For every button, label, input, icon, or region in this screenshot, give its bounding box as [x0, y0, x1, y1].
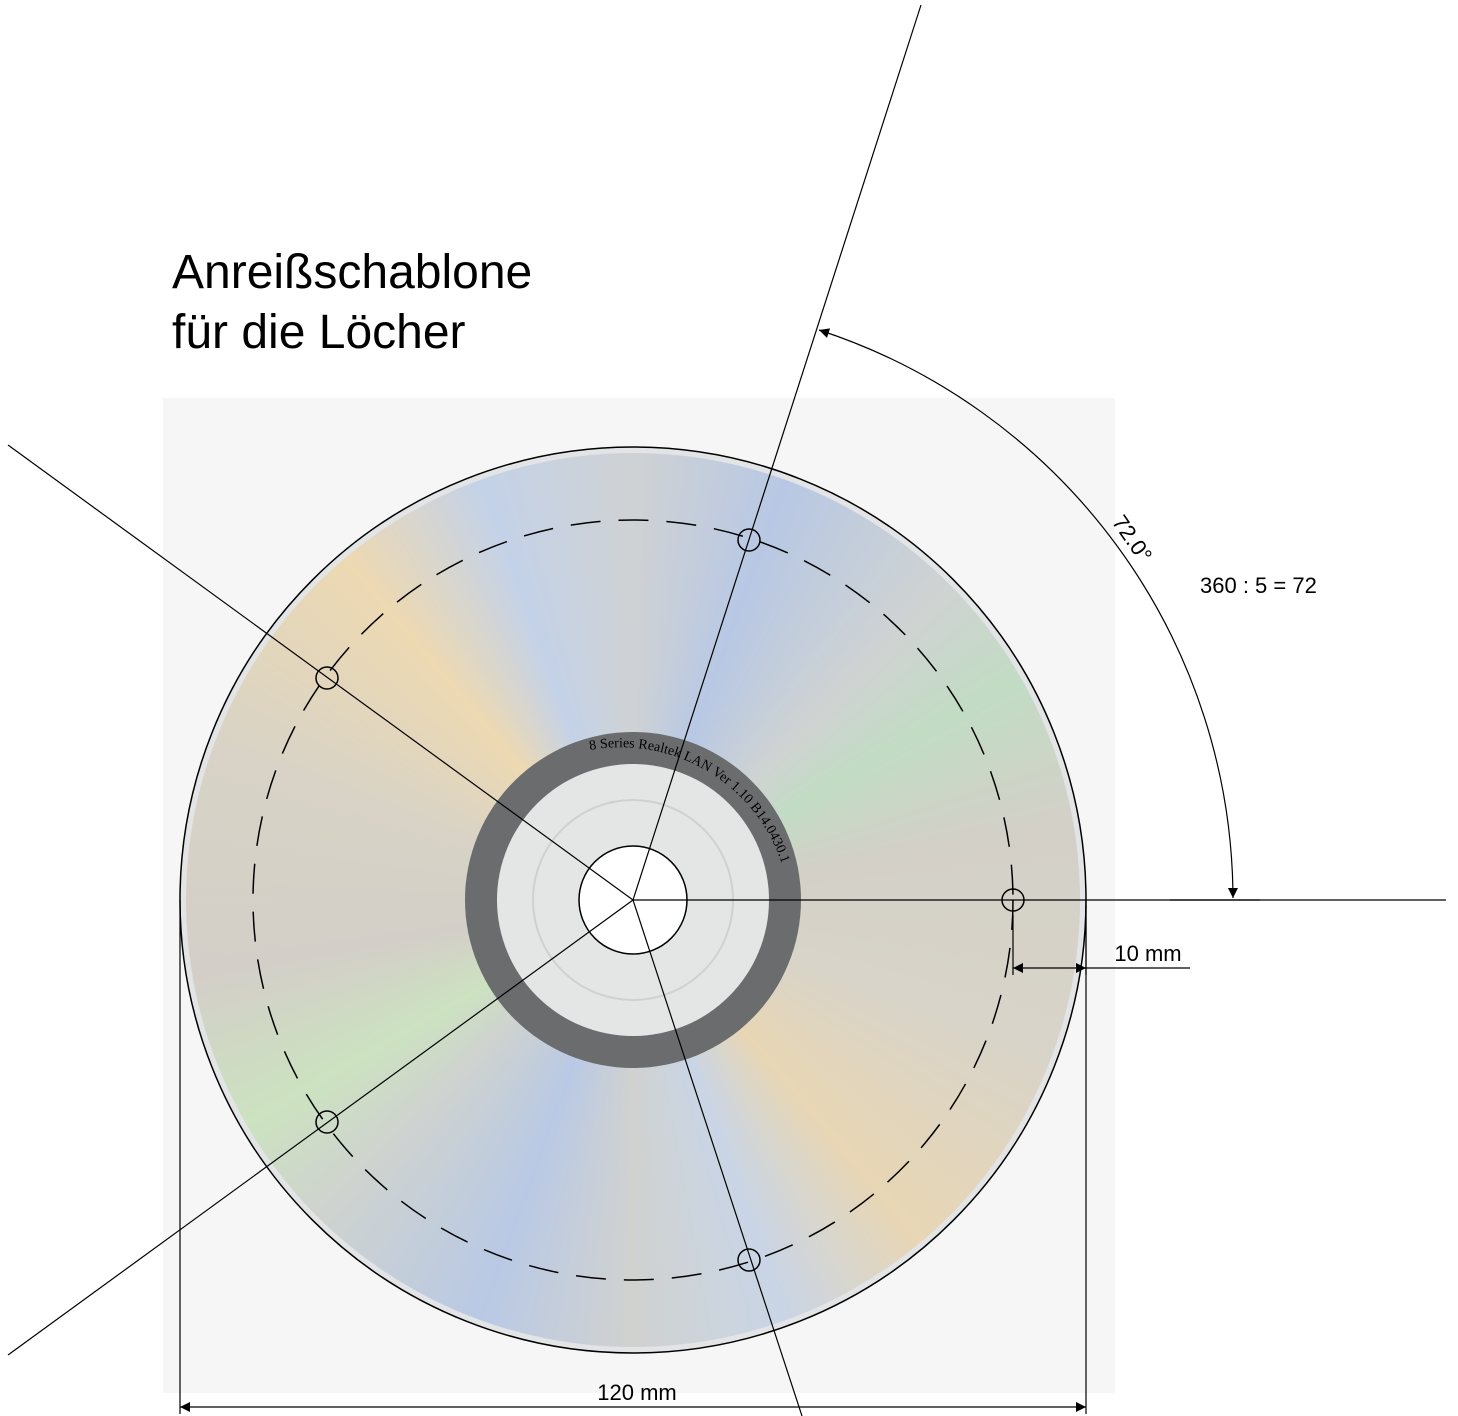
angle-arc	[818, 328, 1238, 899]
rays	[7, 4, 1446, 1416]
title-line: Anreißschablone	[172, 246, 532, 299]
hole	[737, 1248, 761, 1272]
angle-label: 72.0°	[1107, 510, 1157, 567]
diameter-dimension	[179, 900, 1087, 1414]
ray	[632, 4, 922, 901]
ray	[7, 899, 634, 1356]
offset-label: 10 mm	[1114, 941, 1181, 966]
hole	[315, 666, 339, 690]
hole	[737, 528, 761, 552]
ray	[632, 899, 803, 1416]
ray	[7, 444, 634, 901]
formula: 360 : 5 = 72	[1200, 573, 1317, 598]
title-line: für die Löcher	[172, 306, 466, 359]
hole	[315, 1110, 339, 1134]
diameter-label: 120 mm	[597, 1380, 676, 1405]
